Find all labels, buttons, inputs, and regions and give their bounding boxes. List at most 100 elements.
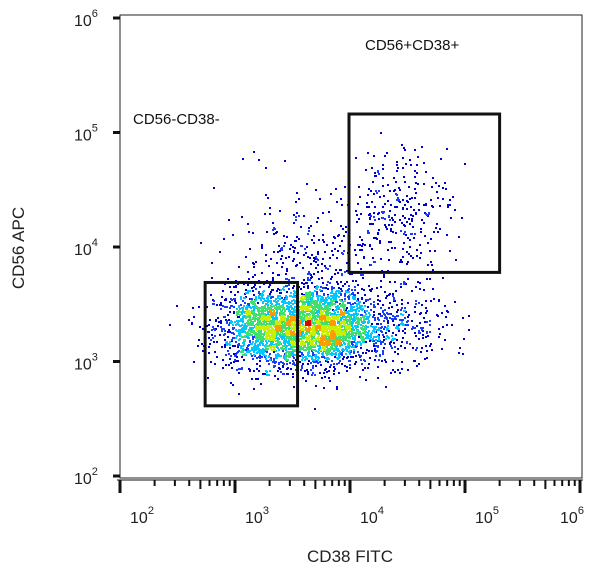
event-dot <box>410 255 412 257</box>
event-dot <box>285 352 287 354</box>
event-dot <box>351 341 353 343</box>
event-dot <box>319 329 321 331</box>
event-dot <box>416 249 418 251</box>
event-dot <box>335 309 337 311</box>
event-dot <box>357 244 359 246</box>
gate-box[interactable] <box>203 280 300 408</box>
event-dot <box>349 294 351 296</box>
event-dot <box>354 302 356 304</box>
event-dot <box>265 308 267 310</box>
event-dot <box>247 348 249 350</box>
event-dot <box>338 287 340 289</box>
event-dot <box>373 343 375 345</box>
event-dot <box>311 254 313 256</box>
event-dot <box>305 252 307 254</box>
event-dot <box>416 347 418 349</box>
event-dot <box>290 302 292 304</box>
event-dot <box>331 300 333 302</box>
event-dot <box>317 359 319 361</box>
event-dot <box>251 298 253 300</box>
event-dot <box>375 190 377 192</box>
event-dot <box>295 369 297 371</box>
event-dot <box>286 268 288 270</box>
event-dot <box>301 359 303 361</box>
event-dot <box>370 303 372 305</box>
event-dot <box>248 319 250 321</box>
event-dot <box>198 339 200 341</box>
event-dot <box>373 314 375 316</box>
event-dot <box>389 317 391 319</box>
event-dot <box>259 357 261 359</box>
event-dot <box>251 328 253 330</box>
event-dot <box>353 298 355 300</box>
event-dot <box>244 297 246 299</box>
event-dot <box>434 250 436 252</box>
event-dot <box>327 333 329 335</box>
event-dot <box>282 324 284 326</box>
event-dot <box>269 339 271 341</box>
event-dot <box>366 316 368 318</box>
y-tick-label: 105 <box>74 123 98 145</box>
event-dot <box>296 192 298 194</box>
event-dot <box>286 324 288 326</box>
event-dot <box>409 159 411 161</box>
event-dot <box>333 350 335 352</box>
event-dot <box>269 370 271 372</box>
event-dot <box>351 346 353 348</box>
event-dot <box>218 321 220 323</box>
event-dot <box>293 308 295 310</box>
event-dot <box>384 155 386 157</box>
event-dot <box>241 313 243 315</box>
event-dot <box>450 217 452 219</box>
event-dot <box>251 310 253 312</box>
event-dot <box>214 363 216 365</box>
event-dot <box>248 304 250 306</box>
event-dot <box>329 308 331 310</box>
event-dot <box>424 358 426 360</box>
event-dot <box>255 307 257 309</box>
event-dot <box>353 313 355 315</box>
event-dot <box>367 367 369 369</box>
event-dot <box>262 308 264 310</box>
event-dot <box>309 273 311 275</box>
event-dot <box>292 351 294 353</box>
event-dot <box>352 334 354 336</box>
event-dot <box>308 360 310 362</box>
event-dot <box>281 297 283 299</box>
event-dot <box>367 152 369 154</box>
event-dot <box>356 214 358 216</box>
event-dot <box>432 288 434 290</box>
event-dot <box>307 328 309 330</box>
event-dot <box>373 193 375 195</box>
event-dot <box>353 346 355 348</box>
event-dot <box>300 226 302 228</box>
event-dot <box>226 320 228 322</box>
event-dot <box>373 345 375 347</box>
event-dot <box>340 318 342 320</box>
event-dot <box>325 297 327 299</box>
event-dot <box>267 295 269 297</box>
event-dot <box>295 346 297 348</box>
event-dot <box>252 276 254 278</box>
event-dot <box>220 320 222 322</box>
event-dot <box>253 315 255 317</box>
event-dot <box>253 388 255 390</box>
event-dot <box>238 306 240 308</box>
event-dot <box>371 350 373 352</box>
event-dot <box>238 368 240 370</box>
event-dot <box>275 328 277 330</box>
event-dot <box>361 305 363 307</box>
event-dot <box>327 361 329 363</box>
event-dot <box>255 315 257 317</box>
event-dot <box>271 331 273 333</box>
event-dot <box>364 326 366 328</box>
event-dot <box>391 224 393 226</box>
gate-box[interactable] <box>347 112 502 274</box>
event-dot <box>426 350 428 352</box>
event-dot <box>239 308 241 310</box>
event-dot <box>332 338 334 340</box>
event-dot <box>346 370 348 372</box>
event-dot <box>346 322 348 324</box>
event-dot <box>397 369 399 371</box>
